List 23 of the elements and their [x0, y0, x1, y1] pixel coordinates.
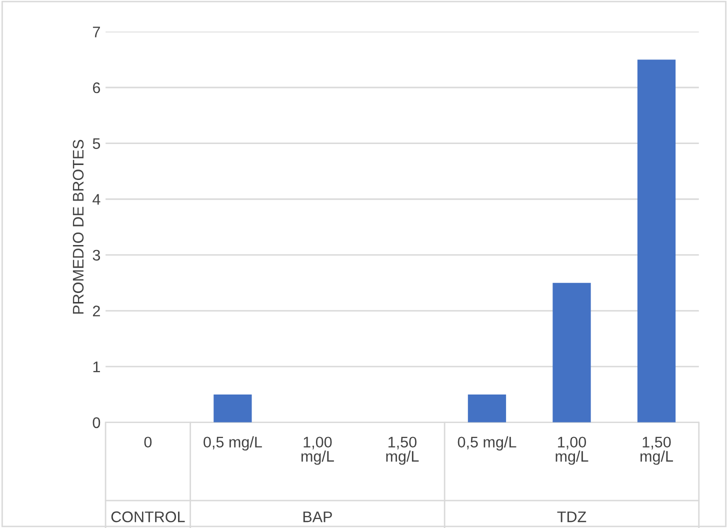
y-tick-label: 0	[92, 417, 100, 428]
bar	[552, 282, 591, 422]
x-tick-label: 1,00 mg/L	[556, 436, 588, 465]
y-tick-label: 7	[92, 26, 100, 38]
y-axis-title: PROMEDIO DE BROTES	[72, 140, 84, 314]
text: TDZ	[557, 512, 586, 522]
y-tick-label: 4	[92, 194, 100, 205]
bar	[214, 394, 252, 422]
x-tick-label: 0	[144, 436, 152, 448]
y-tick-label: 3	[92, 250, 100, 261]
x-tick-label: 0,5 mg/L	[204, 436, 262, 451]
bar	[468, 394, 506, 422]
y-tick-label: 2	[92, 306, 100, 316]
text: CONTROL	[111, 511, 185, 522]
bar	[637, 60, 676, 422]
x-tick-label: 0,5 mg/L	[458, 436, 516, 451]
y-tick-label: 1	[93, 362, 100, 372]
text: BAP	[303, 512, 332, 522]
y-tick-label: 5	[92, 138, 100, 149]
y-tick-label: 6	[92, 82, 100, 94]
x-tick-label: 1,50 mg/L	[386, 436, 419, 465]
x-tick-label: 1,00 mg/L	[301, 436, 334, 465]
x-tick-label: 1,50 mg/L	[640, 436, 673, 465]
